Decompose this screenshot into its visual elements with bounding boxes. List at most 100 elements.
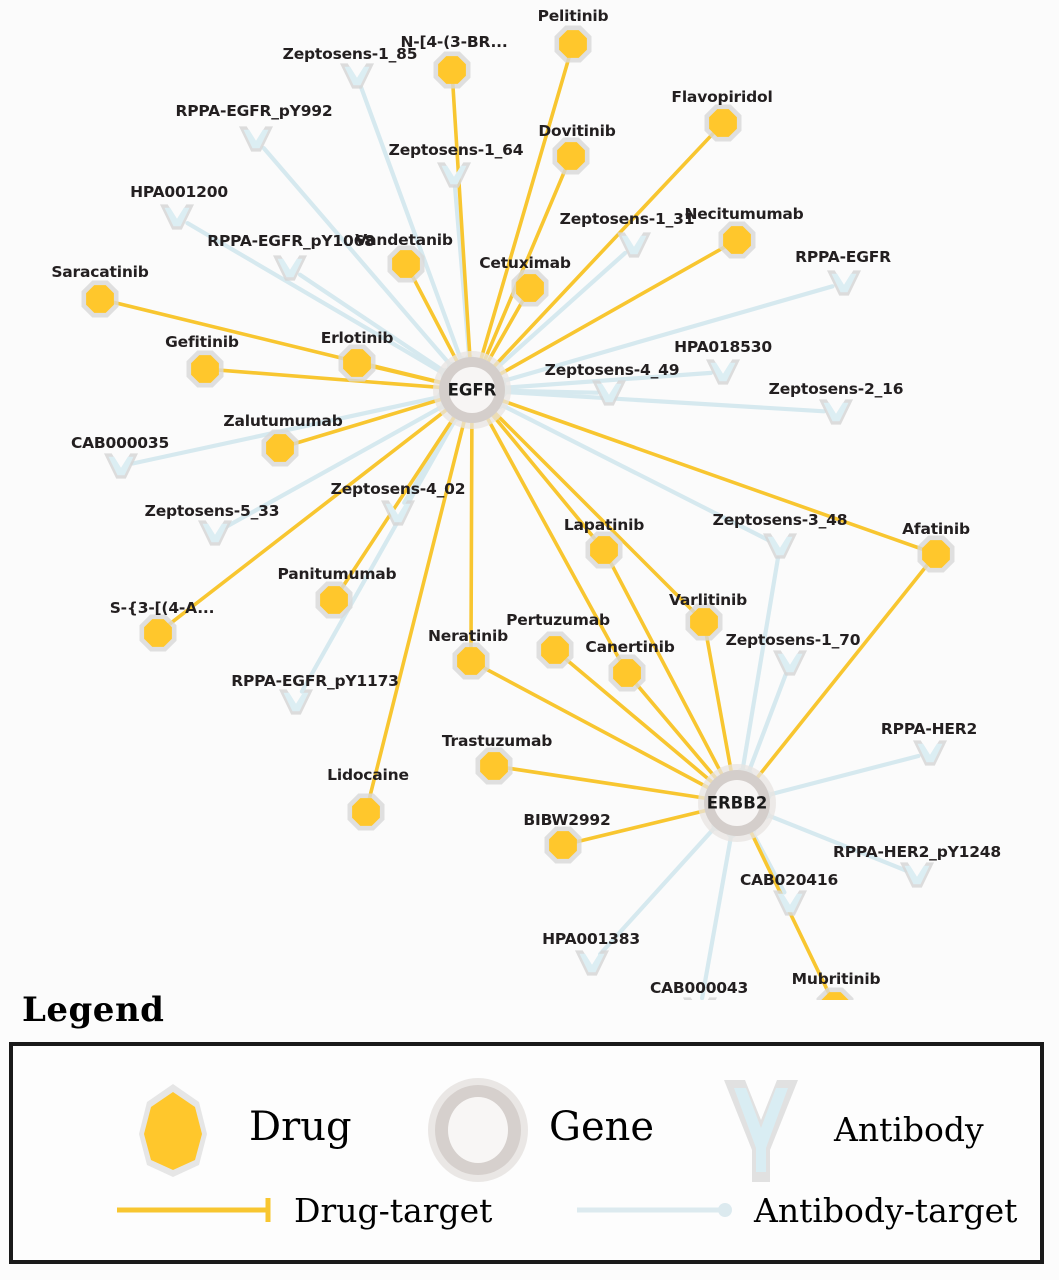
gene-label-erbb2: ERBB2 xyxy=(706,793,768,813)
drug-node[interactable] xyxy=(144,619,172,647)
legend-label-gene: Gene xyxy=(549,1104,655,1150)
drug-node[interactable] xyxy=(352,798,380,826)
edge-antibody-target xyxy=(261,146,455,370)
drug-node[interactable] xyxy=(559,30,587,58)
network-canvas[interactable]: Zeptosens-1_85 RPPA-EGFR_pY992 Zeptosens-1… xyxy=(0,0,1059,1000)
edge-drug-target xyxy=(289,396,446,447)
edge-drug-target xyxy=(562,655,716,786)
antibody-node[interactable] xyxy=(777,893,803,913)
network-graph-svg[interactable] xyxy=(0,0,1059,1000)
drug-node[interactable] xyxy=(557,142,585,170)
antibody-node[interactable] xyxy=(831,273,857,293)
drug-node[interactable] xyxy=(690,608,718,636)
edge-antibody-target xyxy=(185,221,449,377)
edge-drug-target xyxy=(215,368,444,390)
legend: Legend Drug Gene xyxy=(0,990,1059,1280)
drug-node[interactable] xyxy=(86,285,114,313)
drug-node[interactable] xyxy=(723,226,751,254)
drug-node[interactable] xyxy=(709,109,737,137)
edge-antibody-target xyxy=(492,250,628,373)
edge-drug-target xyxy=(366,363,445,385)
antibody-node[interactable] xyxy=(904,865,930,885)
legend-box: Drug Gene Antibody xyxy=(9,1042,1044,1264)
antibody-node[interactable] xyxy=(344,66,370,86)
legend-label-antibody: Antibody xyxy=(834,1110,984,1149)
antibody-node[interactable] xyxy=(823,402,849,422)
antibody-node[interactable] xyxy=(710,362,736,382)
drug-node[interactable] xyxy=(438,56,466,84)
drug-node[interactable] xyxy=(613,659,641,687)
antibody-node[interactable] xyxy=(243,129,269,149)
edge-antibody-target xyxy=(299,414,460,694)
edge-antibody-target xyxy=(498,284,835,384)
legend-item-antibody-target: Antibody-target xyxy=(573,1192,1017,1228)
edge-antibody-target xyxy=(223,402,448,530)
antibody-node[interactable] xyxy=(917,743,943,763)
drug-node[interactable] xyxy=(549,831,577,859)
drug-node[interactable] xyxy=(266,434,294,462)
drug-node[interactable] xyxy=(922,540,950,568)
drug-node[interactable] xyxy=(392,250,420,278)
antibody-node[interactable] xyxy=(164,207,190,227)
edge-antibody-target xyxy=(739,555,781,776)
edge-antibody-target xyxy=(499,389,827,414)
legend-edge-types-row: Drug-target Antibody-target xyxy=(13,1186,1040,1256)
drug-node[interactable] xyxy=(320,586,348,614)
legend-item-antibody: Antibody xyxy=(708,1072,984,1187)
edge-drug-target xyxy=(484,414,624,665)
edge-antibody-target xyxy=(297,272,450,376)
edge-drug-target xyxy=(607,558,725,779)
legend-item-drug: Drug xyxy=(113,1072,352,1182)
antibody-node[interactable] xyxy=(283,692,309,712)
edge-antibody-target xyxy=(762,811,909,873)
antibody-node[interactable] xyxy=(441,165,467,185)
edge-antibody-target xyxy=(496,401,772,543)
edge-drug-target xyxy=(504,765,710,801)
edge-drug-target xyxy=(469,418,474,651)
antibody-node[interactable] xyxy=(202,523,228,543)
legend-node-shapes-row: Drug Gene Antibody xyxy=(13,1066,1040,1182)
legend-title: Legend xyxy=(22,990,165,1030)
edge-drug-target xyxy=(496,244,729,378)
edge-drug-target xyxy=(450,80,472,362)
edge-drug-target xyxy=(367,417,467,803)
edge-antibody-target xyxy=(699,830,734,1000)
drug-target-edge-icon xyxy=(117,1198,271,1222)
legend-item-drug-target: Drug-target xyxy=(113,1192,492,1228)
antibody-node[interactable] xyxy=(579,953,605,973)
edge-antibody-target xyxy=(359,85,464,364)
legend-item-gene: Gene xyxy=(423,1072,654,1182)
drug-node[interactable] xyxy=(343,349,371,377)
legend-label-drug-target: Drug-target xyxy=(294,1190,493,1230)
drug-node[interactable] xyxy=(457,647,485,675)
antibody-node[interactable] xyxy=(596,383,622,403)
edge-antibody-target xyxy=(763,753,921,798)
drug-node[interactable] xyxy=(516,274,544,302)
drug-node[interactable] xyxy=(480,752,508,780)
antibody-node[interactable] xyxy=(385,503,411,523)
antibody-target-edge-icon xyxy=(577,1203,732,1217)
antibody-node[interactable] xyxy=(277,258,303,278)
gene-icon xyxy=(428,1078,528,1182)
antibody-node[interactable] xyxy=(621,235,647,255)
drug-node[interactable] xyxy=(541,636,569,664)
edges-layer xyxy=(109,53,931,1000)
drug-node[interactable] xyxy=(590,536,618,564)
drug-node[interactable] xyxy=(191,355,219,383)
antibody-node[interactable] xyxy=(108,456,134,476)
edge-drug-target xyxy=(409,272,460,366)
nodes-layer[interactable] xyxy=(81,25,955,1001)
edge-drug-target xyxy=(704,631,734,776)
edge-drug-target xyxy=(498,398,927,552)
edge-drug-target xyxy=(491,409,698,616)
gene-node-center[interactable] xyxy=(449,367,495,413)
drug-node[interactable] xyxy=(821,992,849,1000)
gene-node-center[interactable] xyxy=(714,780,760,826)
gene-label-egfr: EGFR xyxy=(447,380,497,400)
antibody-node[interactable] xyxy=(767,536,793,556)
edge-drug-target xyxy=(484,296,526,366)
antibody-node[interactable] xyxy=(777,653,803,673)
edge-drug-target xyxy=(490,129,717,370)
edge-drug-target xyxy=(478,53,572,364)
